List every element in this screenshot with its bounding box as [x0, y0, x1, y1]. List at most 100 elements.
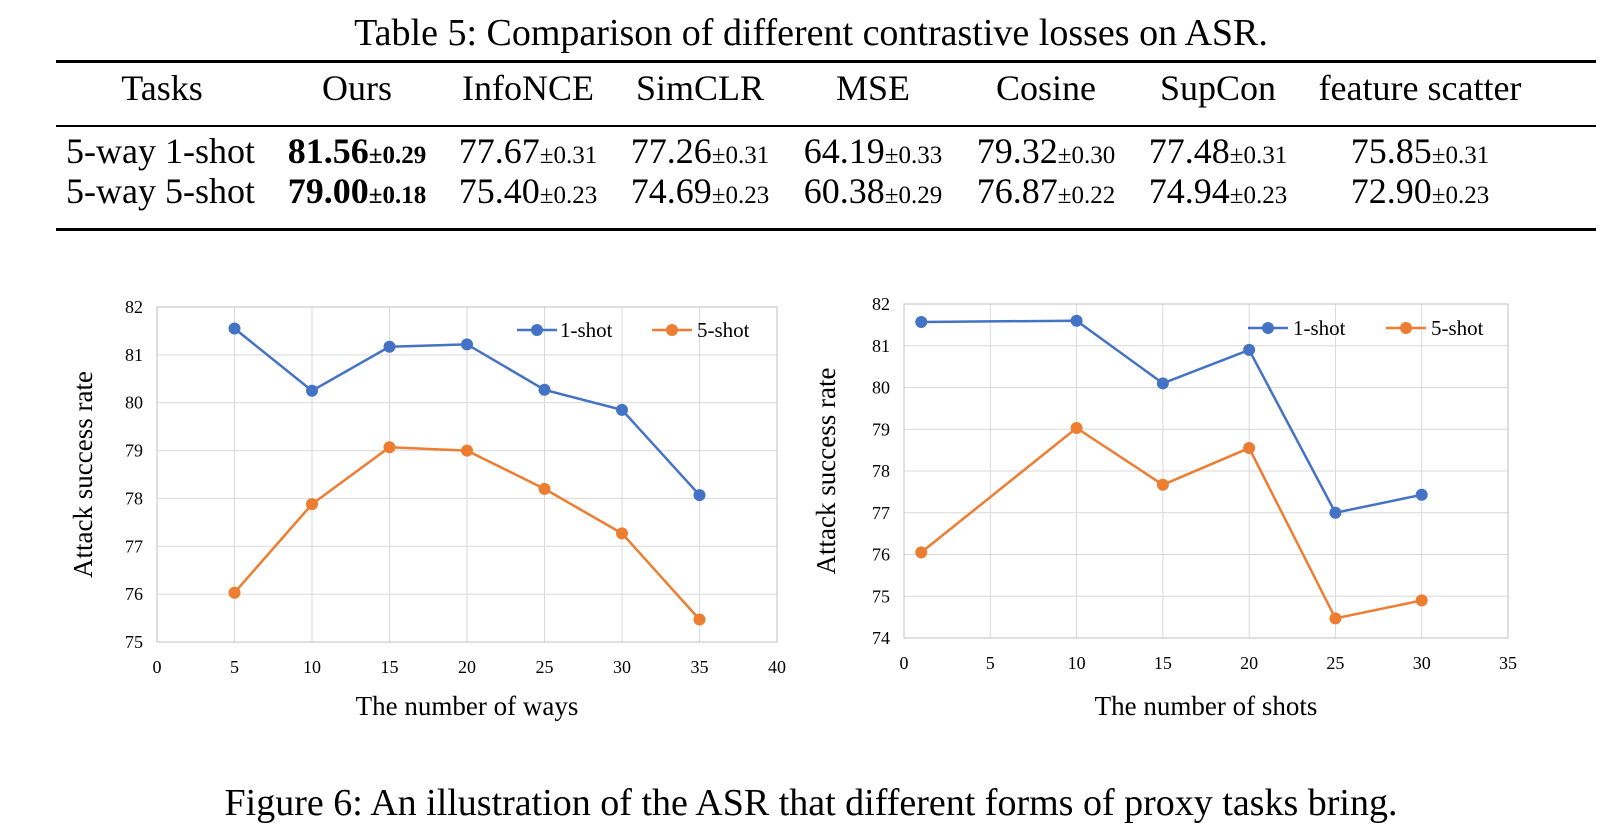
table-header-cell: Cosine [995, 68, 1097, 108]
y-tick-label: 78 [125, 488, 143, 508]
data-point-5-shot [915, 546, 928, 559]
table-header-cell: Tasks [121, 68, 203, 108]
table-cell-std: ±0.29 [368, 142, 427, 169]
legend-label: 5-shot [697, 318, 750, 342]
y-tick-label: 80 [125, 393, 143, 413]
table-cell-value: 79.32 [976, 131, 1058, 171]
table-header-cell: InfoNCE [462, 68, 594, 108]
table-header-rule [56, 125, 1596, 127]
table-cell: 74.69±0.23 [631, 169, 769, 218]
table-bottom-rule [56, 228, 1596, 231]
legend-marker [1400, 322, 1412, 334]
x-tick-label: 30 [1413, 653, 1431, 673]
table-caption: Table 5: Comparison of different contras… [354, 12, 1268, 54]
x-tick-label: 15 [381, 657, 399, 677]
chart-ways: 75 76 77 78 79 80 81 82 0 5 10 15 20 25 30 35 40 The numb… [68, 297, 786, 721]
table-cell-std: ±0.23 [711, 182, 770, 209]
data-point-5-shot [1070, 421, 1083, 434]
table-cell-value: 72.90 [1350, 171, 1432, 211]
table-cell-value: 60.38 [803, 171, 885, 211]
x-axis-label: The number of shots [1095, 691, 1318, 721]
table-cell: 77.26±0.31 [631, 129, 769, 178]
table-cell: 60.38±0.29 [804, 169, 942, 218]
data-point-5-shot [538, 482, 551, 495]
table-header-cell: SupCon [1159, 68, 1277, 108]
data-point-1-shot [461, 338, 473, 351]
data-point-5-shot [693, 613, 706, 626]
chart-shots: 74 75 76 77 78 79 80 81 82 0 5 10 15 20 25 30 35 The numb… [811, 295, 1517, 721]
table-header-cell: feature scatter [1318, 68, 1522, 108]
data-point-1-shot [1156, 377, 1169, 390]
table-cell-std: ±0.29 [884, 182, 943, 209]
plot-area-border [156, 306, 778, 643]
y-tick-label: 78 [872, 461, 890, 481]
table-row-task: 5-way 1-shot [66, 131, 255, 171]
table-cell-value: 77.26 [630, 131, 712, 171]
y-tick-label: 81 [872, 336, 890, 356]
table-cell-value: 75.40 [458, 171, 540, 211]
y-tick-label: 76 [872, 545, 890, 565]
y-tick-label: 77 [125, 536, 143, 556]
x-tick-label: 25 [1326, 653, 1344, 673]
y-tick-label: 75 [125, 632, 143, 652]
data-point-5-shot [1156, 478, 1169, 491]
y-tick-label: 82 [872, 295, 890, 314]
data-point-5-shot [1243, 442, 1256, 455]
data-point-5-shot [616, 527, 628, 540]
data-point-1-shot [1329, 506, 1342, 519]
x-tick-label: 10 [1068, 653, 1086, 673]
legend-marker [666, 324, 678, 336]
y-tick-label: 79 [872, 419, 890, 439]
y-tick-label: 82 [125, 297, 143, 317]
x-tick-label: 5 [230, 657, 239, 677]
table-cell-std: ±0.23 [1229, 182, 1288, 209]
figure-caption: Figure 6: An illustration of the ASR tha… [224, 782, 1398, 824]
table-cell-std: ±0.31 [1431, 142, 1490, 169]
table-cell-value: 79.00 [287, 171, 369, 211]
data-point-1-shot [1415, 488, 1428, 501]
table-top-rule [56, 60, 1596, 63]
table-cell-std: ±0.23 [539, 182, 598, 209]
table-cell-value: 81.56 [287, 131, 369, 171]
data-point-1-shot [915, 315, 928, 328]
data-point-1-shot [693, 489, 706, 502]
table-cell: 76.87±0.22 [977, 169, 1115, 218]
table-cell: 75.40±0.23 [459, 169, 597, 218]
y-tick-label: 76 [125, 584, 143, 604]
data-point-5-shot [383, 441, 396, 454]
table-cell-std: ±0.31 [539, 142, 598, 169]
y-tick-label: 81 [125, 345, 143, 365]
x-tick-label: 35 [1499, 653, 1517, 673]
legend-label: 5-shot [1431, 316, 1484, 340]
x-tick-label: 5 [986, 653, 995, 673]
x-tick-label: 35 [691, 657, 709, 677]
data-point-5-shot [306, 498, 318, 511]
table-cell-value: 74.94 [1148, 171, 1230, 211]
table-cell: 74.94±0.23 [1149, 169, 1287, 218]
table-cell-std: ±0.31 [711, 142, 770, 169]
series-line-1-shot [921, 319, 1422, 515]
x-tick-label: 30 [613, 657, 631, 677]
data-point-1-shot [616, 403, 628, 416]
data-point-1-shot [306, 384, 318, 397]
table-cell: 75.85±0.31 [1351, 129, 1489, 178]
table-cell-std: ±0.31 [1229, 142, 1288, 169]
legend-marker [531, 324, 543, 336]
table-cell-std: ±0.23 [1431, 182, 1490, 209]
x-tick-label: 20 [1240, 653, 1258, 673]
legend-label: 1-shot [1293, 316, 1346, 340]
data-point-5-shot [1329, 612, 1342, 625]
x-tick-label: 0 [153, 657, 162, 677]
y-tick-label: 79 [125, 441, 143, 461]
x-tick-label: 40 [768, 657, 786, 677]
table-cell-value: 64.19 [803, 131, 885, 171]
table-cell-std: ±0.22 [1057, 182, 1116, 209]
table-cell-std: ±0.18 [368, 182, 427, 209]
table-header-cell: MSE [835, 68, 911, 108]
data-point-1-shot [228, 322, 241, 335]
x-tick-label: 15 [1154, 653, 1172, 673]
table-cell: 64.19±0.33 [804, 129, 942, 178]
table-cell: 77.67±0.31 [459, 129, 597, 178]
x-tick-label: 20 [458, 657, 476, 677]
data-point-1-shot [538, 383, 551, 396]
